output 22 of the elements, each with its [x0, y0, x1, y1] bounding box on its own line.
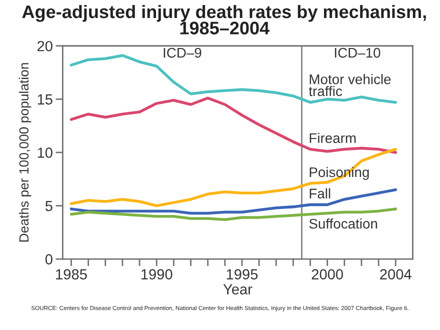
chart-title: Age-adjusted injury death rates by mechanism, 1985–2004 — [22, 4, 426, 34]
x-tick-label: 1985 — [56, 269, 87, 280]
x-tick-label: 2000 — [312, 269, 343, 280]
y-tick-label: 5 — [45, 201, 52, 212]
y-tick-label: 10 — [38, 148, 52, 158]
series-label: Firearm — [310, 132, 356, 144]
series-label: Motor vehicle traffic — [308, 74, 391, 96]
x-axis-title: Year — [223, 284, 252, 294]
x-tick-label: 1995 — [226, 269, 258, 280]
line-series — [70, 96, 398, 154]
line-series — [70, 188, 398, 215]
line-series — [70, 148, 398, 208]
y-tick-label: 15 — [38, 94, 52, 105]
x-tick-label: 2004 — [380, 269, 412, 280]
series-label: Suffocation — [309, 218, 378, 229]
annotation: ICD–9 — [164, 48, 202, 58]
series-label: Fall — [310, 188, 330, 198]
y-tick-label: 20 — [37, 40, 52, 52]
y-tick-label: 0 — [45, 254, 52, 264]
annotation: ICD–10 — [334, 48, 380, 58]
x-tick-label: 1990 — [142, 269, 172, 280]
y-axis-title: Deaths per 100,000 population — [18, 63, 32, 242]
